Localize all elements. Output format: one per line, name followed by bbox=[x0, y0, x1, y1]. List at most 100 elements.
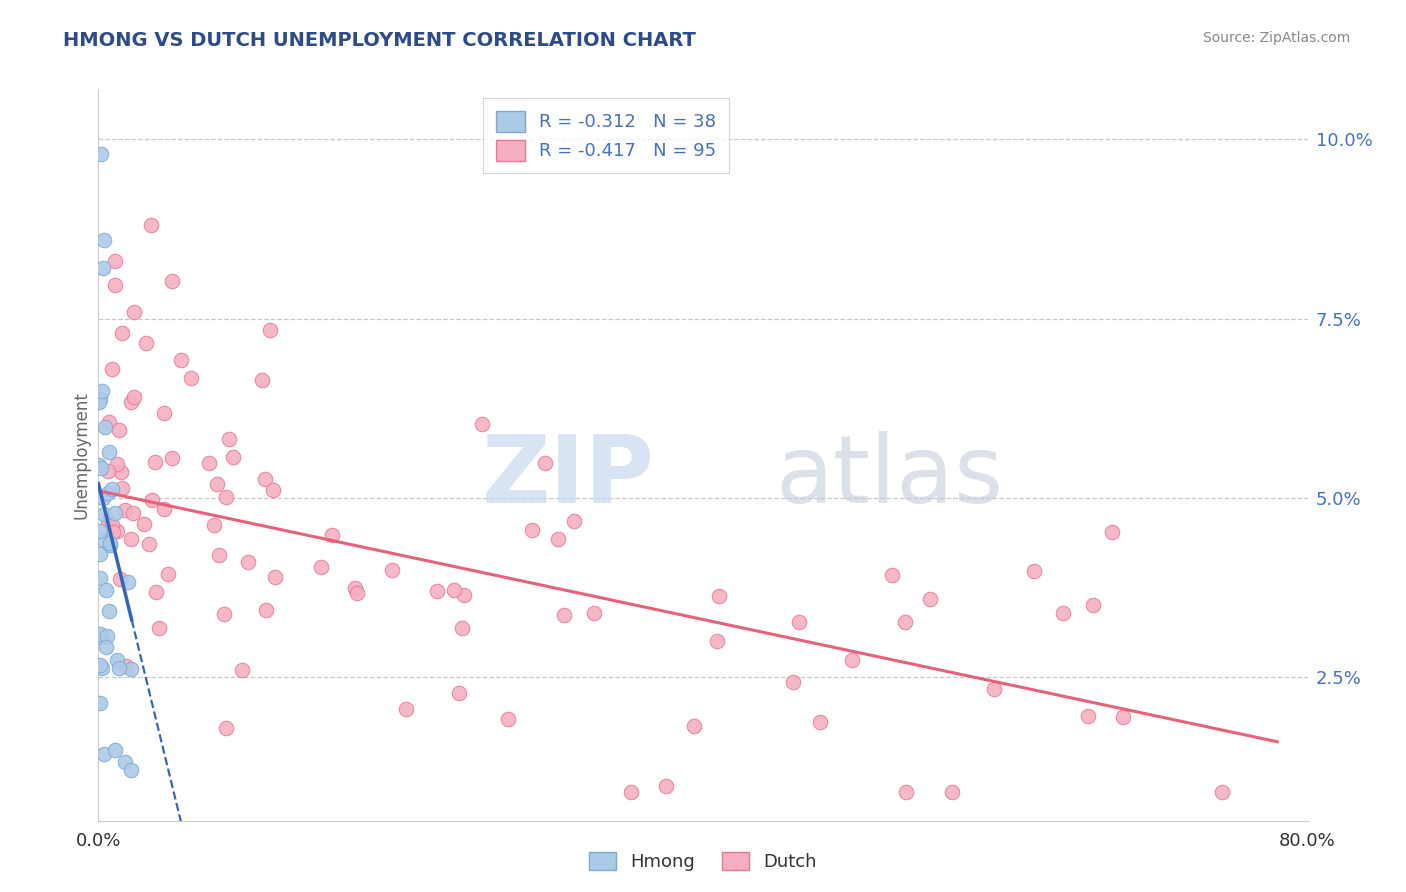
Point bbox=[254, 472, 277, 486]
Point bbox=[782, 675, 804, 690]
Point bbox=[153, 501, 176, 516]
Point bbox=[321, 528, 343, 542]
Point bbox=[471, 417, 494, 431]
Point bbox=[212, 607, 235, 621]
Point bbox=[93, 507, 115, 521]
Point bbox=[108, 423, 131, 437]
Point bbox=[105, 653, 128, 667]
Point bbox=[381, 563, 404, 577]
Point bbox=[582, 606, 605, 620]
Point bbox=[882, 568, 904, 582]
Point bbox=[263, 570, 285, 584]
Point bbox=[157, 567, 180, 582]
Point bbox=[87, 395, 110, 409]
Point bbox=[120, 394, 142, 409]
Point bbox=[89, 657, 111, 672]
Point bbox=[259, 322, 281, 336]
Point bbox=[97, 464, 120, 478]
Point bbox=[114, 502, 136, 516]
Point bbox=[89, 696, 111, 710]
Point bbox=[553, 608, 575, 623]
Point bbox=[520, 524, 543, 538]
Point bbox=[655, 780, 678, 794]
Point bbox=[496, 712, 519, 726]
Point bbox=[252, 373, 274, 387]
Point bbox=[709, 589, 731, 603]
Point bbox=[1024, 564, 1046, 578]
Point bbox=[215, 721, 238, 735]
Point bbox=[983, 681, 1005, 696]
Point bbox=[90, 384, 112, 398]
Point bbox=[105, 458, 128, 472]
Point bbox=[346, 586, 368, 600]
Point bbox=[104, 254, 127, 268]
Point bbox=[152, 406, 174, 420]
Point bbox=[160, 450, 183, 465]
Point bbox=[1052, 606, 1074, 620]
Text: Source: ZipAtlas.com: Source: ZipAtlas.com bbox=[1202, 31, 1350, 45]
Legend: R = -0.312   N = 38, R = -0.417   N = 95: R = -0.312 N = 38, R = -0.417 N = 95 bbox=[484, 98, 730, 173]
Point bbox=[1111, 710, 1133, 724]
Point bbox=[111, 326, 134, 340]
Point bbox=[94, 420, 117, 434]
Point bbox=[105, 524, 128, 538]
Point bbox=[89, 547, 111, 561]
Point bbox=[841, 653, 863, 667]
Point bbox=[449, 686, 471, 700]
Point bbox=[395, 702, 418, 716]
Point bbox=[110, 465, 132, 479]
Point bbox=[104, 278, 127, 293]
Point bbox=[100, 518, 122, 533]
Point bbox=[104, 506, 127, 520]
Point bbox=[207, 476, 229, 491]
Point bbox=[89, 571, 111, 585]
Point bbox=[101, 362, 124, 376]
Point bbox=[218, 433, 240, 447]
Point bbox=[132, 517, 155, 532]
Text: atlas: atlas bbox=[776, 431, 1004, 523]
Point bbox=[96, 628, 118, 642]
Point bbox=[238, 555, 260, 569]
Point bbox=[91, 491, 114, 506]
Point bbox=[547, 532, 569, 546]
Point bbox=[98, 538, 121, 552]
Point bbox=[93, 533, 115, 548]
Point bbox=[124, 390, 146, 404]
Point bbox=[160, 274, 183, 288]
Point bbox=[443, 583, 465, 598]
Point bbox=[93, 233, 115, 247]
Point bbox=[450, 621, 472, 635]
Point bbox=[197, 456, 219, 470]
Point bbox=[111, 481, 134, 495]
Point bbox=[215, 490, 238, 504]
Point bbox=[534, 456, 557, 470]
Point bbox=[453, 588, 475, 602]
Point bbox=[145, 585, 167, 599]
Point bbox=[1101, 524, 1123, 539]
Point bbox=[682, 719, 704, 733]
Point bbox=[114, 755, 136, 769]
Point bbox=[941, 785, 963, 799]
Point bbox=[135, 336, 157, 351]
Point bbox=[103, 524, 125, 539]
Point bbox=[90, 146, 112, 161]
Point bbox=[620, 785, 643, 799]
Point bbox=[231, 664, 253, 678]
Point bbox=[262, 483, 284, 497]
Point bbox=[104, 742, 127, 756]
Point bbox=[343, 582, 366, 596]
Point bbox=[122, 506, 145, 520]
Point bbox=[148, 621, 170, 635]
Point bbox=[222, 450, 245, 465]
Point bbox=[89, 392, 111, 407]
Point bbox=[138, 537, 160, 551]
Point bbox=[120, 764, 142, 778]
Point bbox=[894, 615, 917, 629]
Point bbox=[141, 493, 163, 508]
Point bbox=[91, 661, 114, 675]
Point bbox=[808, 714, 831, 729]
Point bbox=[139, 219, 162, 233]
Text: HMONG VS DUTCH UNEMPLOYMENT CORRELATION CHART: HMONG VS DUTCH UNEMPLOYMENT CORRELATION … bbox=[63, 31, 696, 50]
Point bbox=[114, 659, 136, 673]
Legend: Hmong, Dutch: Hmong, Dutch bbox=[582, 845, 824, 879]
